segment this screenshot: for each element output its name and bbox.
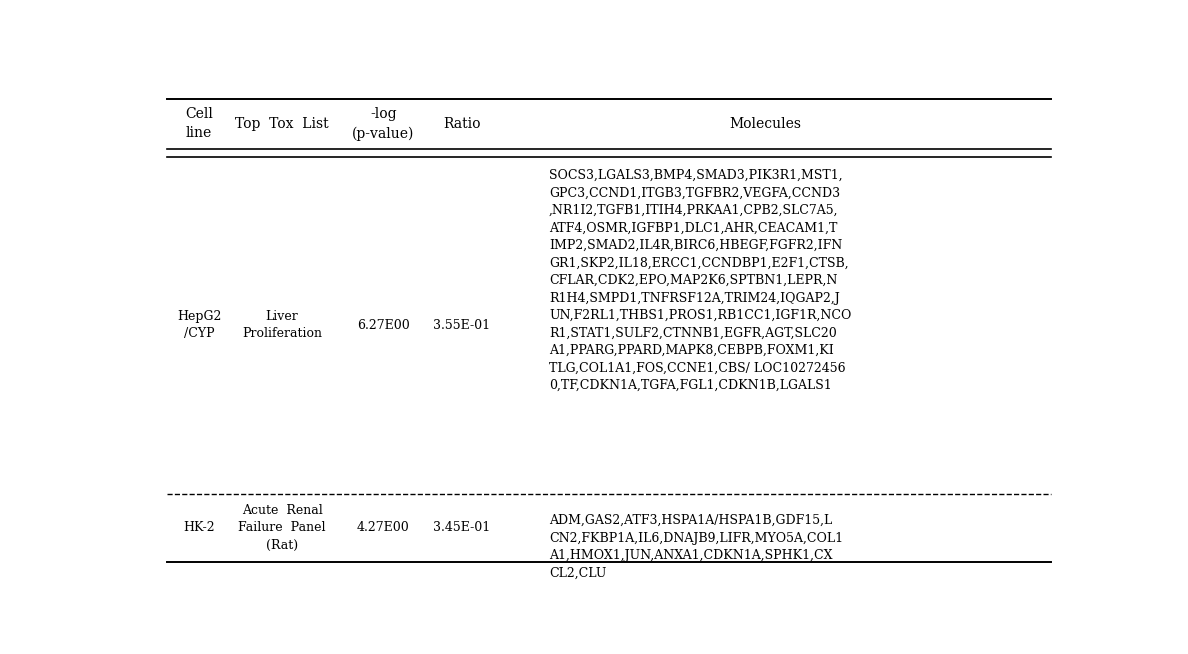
Text: 4.27E00: 4.27E00	[356, 521, 410, 534]
Text: 3.55E-01: 3.55E-01	[432, 318, 491, 332]
Text: Liver
Proliferation: Liver Proliferation	[242, 310, 322, 341]
Text: Top  Tox  List: Top Tox List	[235, 117, 329, 131]
Text: Cell
line: Cell line	[185, 107, 213, 140]
Text: 3.45E-01: 3.45E-01	[432, 521, 491, 534]
Text: Ratio: Ratio	[443, 117, 480, 131]
Text: Molecules: Molecules	[729, 117, 802, 131]
Text: HK-2: HK-2	[183, 521, 215, 534]
Text: SOCS3,LGALS3,BMP4,SMAD3,PIK3R1,MST1,
GPC3,CCND1,ITGB3,TGFBR2,VEGFA,CCND3
,NR1I2,: SOCS3,LGALS3,BMP4,SMAD3,PIK3R1,MST1, GPC…	[549, 169, 852, 392]
Text: ADM,GAS2,ATF3,HSPA1A/HSPA1B,GDF15,L
CN2,FKBP1A,IL6,DNAJB9,LIFR,MYO5A,COL1
A1,HMO: ADM,GAS2,ATF3,HSPA1A/HSPA1B,GDF15,L CN2,…	[549, 514, 843, 579]
Text: Acute  Renal
Failure  Panel
(Rat): Acute Renal Failure Panel (Rat)	[239, 504, 326, 552]
Text: 6.27E00: 6.27E00	[356, 318, 410, 332]
Text: HepG2
/CYP: HepG2 /CYP	[177, 310, 221, 341]
Text: -log
(p-value): -log (p-value)	[352, 107, 415, 141]
